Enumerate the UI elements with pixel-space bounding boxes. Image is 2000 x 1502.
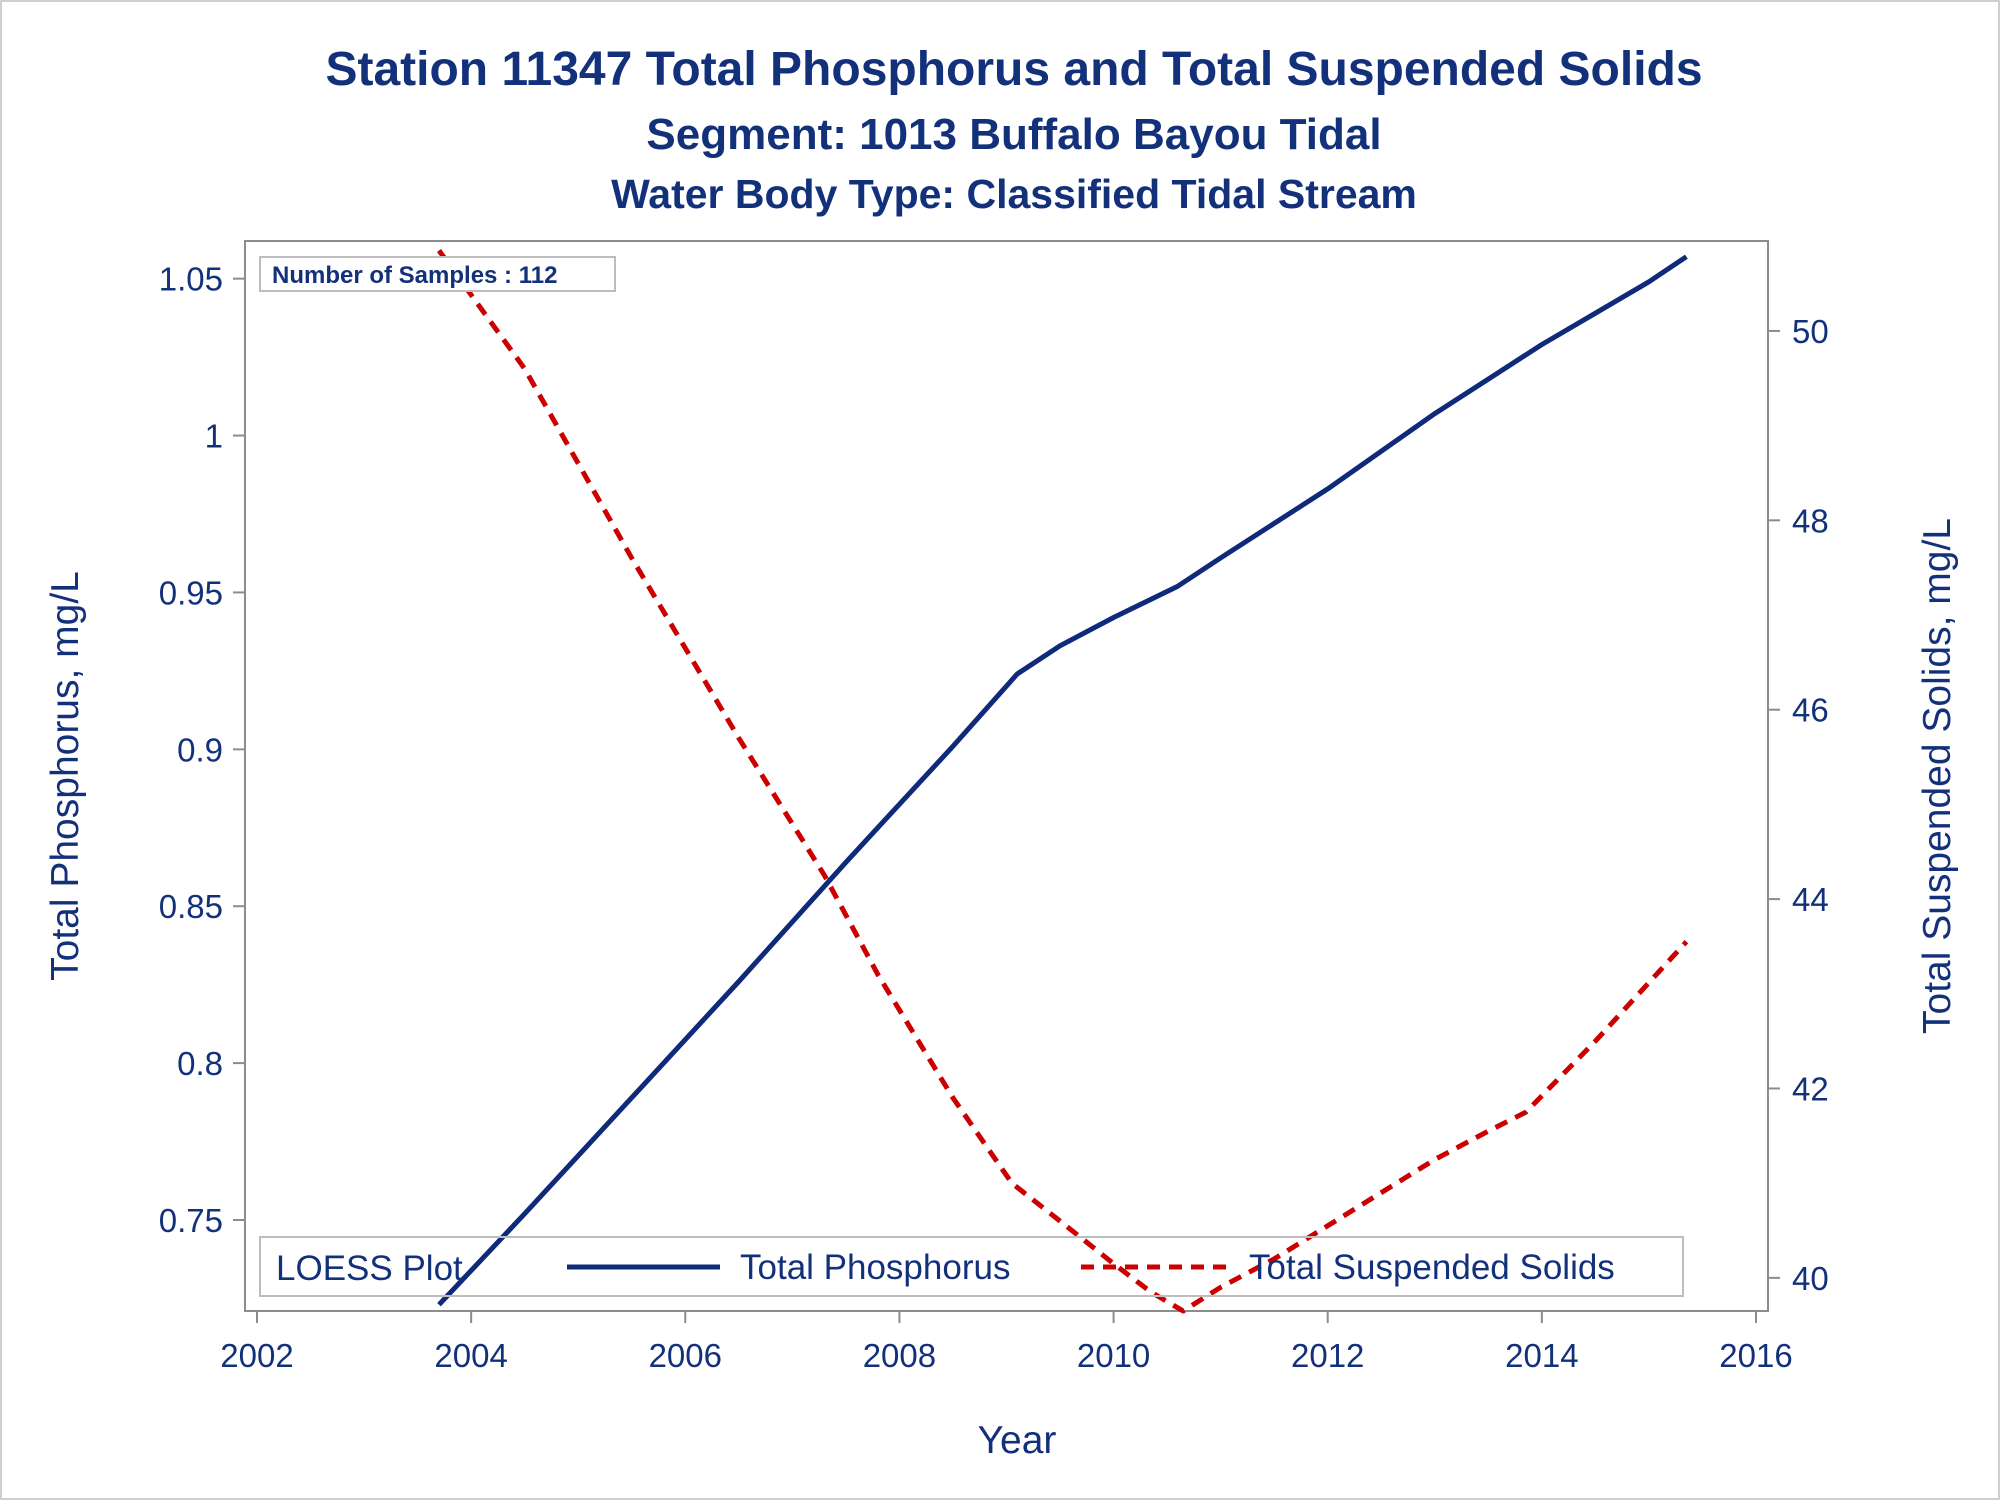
y2-tick-label: 46	[1792, 692, 1829, 729]
chart-subtitle: Segment: 1013 Buffalo Bayou Tidal	[646, 110, 1381, 159]
y-tick-label: 0.95	[159, 574, 223, 611]
y2-tick-label: 50	[1792, 313, 1829, 350]
y2-tick-label: 40	[1792, 1260, 1829, 1297]
x-tick-label: 2014	[1505, 1337, 1578, 1374]
legend-title: LOESS Plot	[276, 1249, 463, 1288]
sample-count-label: Number of Samples : 112	[272, 262, 557, 289]
x-tick-label: 2016	[1719, 1337, 1792, 1374]
legend-box	[259, 1236, 1684, 1297]
legend-label-total-suspended-solids: Total Suspended Solids	[1249, 1248, 1615, 1287]
x-tick-label: 2010	[1077, 1337, 1150, 1374]
x-tick-label: 2008	[863, 1337, 936, 1374]
y2-tick-label: 48	[1792, 502, 1829, 539]
x-axis: 2002 2004 2006 2008 2010 2012 2014 2016	[220, 1311, 1793, 1374]
x-tick-label: 2012	[1291, 1337, 1364, 1374]
sample-count-box	[259, 256, 616, 292]
y-tick-label: 1	[205, 418, 223, 455]
series-layer	[436, 249, 1689, 1314]
x-tick-label: 2004	[434, 1337, 507, 1374]
x-axis-label: Year	[978, 1419, 1057, 1462]
series-line-total-suspended-solids	[436, 249, 1689, 1314]
x-tick-label: 2006	[649, 1337, 722, 1374]
y-tick-label: 1.05	[159, 261, 223, 298]
y-tick-label: 0.8	[177, 1045, 223, 1082]
series-line-total-phosphorus	[437, 254, 1688, 1307]
x-tick-label: 2002	[220, 1337, 293, 1374]
y-tick-label: 0.9	[177, 731, 223, 768]
y2-tick-label: 44	[1792, 881, 1829, 918]
chart-title: Station 11347 Total Phosphorus and Total…	[325, 43, 1702, 96]
y2-tick-label: 42	[1792, 1070, 1829, 1107]
plot-area	[244, 240, 1769, 1312]
y-tick-label: 0.85	[159, 888, 223, 925]
y2-axis-label: Total Suspended Solids, mg/L	[1916, 518, 1959, 1034]
chart-subtitle-2: Water Body Type: Classified Tidal Stream	[611, 171, 1417, 217]
legend-label-total-phosphorus: Total Phosphorus	[740, 1248, 1010, 1287]
y-axis-label: Total Phosphorus, mg/L	[44, 571, 87, 981]
y-tick-label: 0.75	[159, 1202, 223, 1239]
y-axis-left: 0.75 0.8 0.85 0.9 0.95 1 1.05	[159, 261, 245, 1239]
y-axis-right: 40 42 44 46 48 50	[1768, 313, 1829, 1297]
